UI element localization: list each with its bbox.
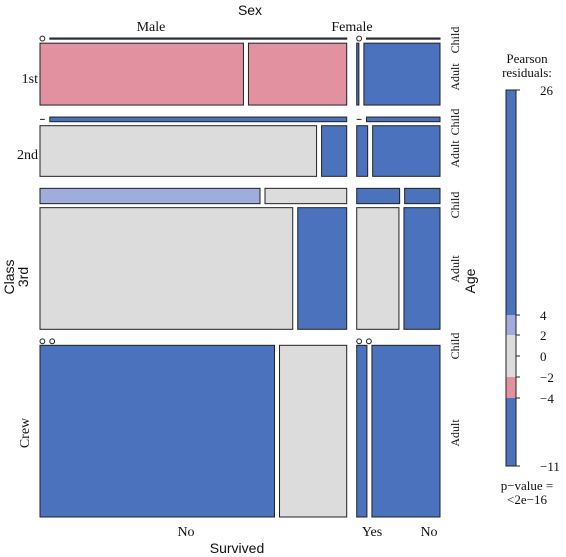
sex-level-female: Female: [331, 20, 372, 35]
cell-crew-male-adult-no: [39, 344, 276, 518]
cell-crew-male-adult-yes: [279, 344, 348, 518]
class-level-3rd: 3rd: [15, 267, 31, 287]
legend-tick-label-1: 4: [540, 308, 547, 323]
cell-1st-male-adult-no: [39, 42, 244, 106]
age-label-crew-adult: Adult: [448, 419, 462, 447]
cell-2nd-female-adult-yes: [372, 125, 441, 177]
cell-1st-male-child-yes: [49, 37, 348, 40]
legend-tick-label-3: 0: [540, 349, 547, 364]
cell-1st-female-adult-no: [356, 42, 360, 106]
legend-tick-label-5: −4: [540, 391, 554, 406]
p-value-line-1: p−value =: [501, 478, 554, 493]
legend-title-line-2: residuals:: [502, 65, 552, 80]
cell-2nd-female-adult-no: [356, 125, 369, 177]
legend-band-4: [506, 398, 516, 466]
cell-1st-female-child-no: [356, 35, 363, 42]
survived-label-no: No: [177, 525, 194, 540]
cell-3rd-female-child-yes: [404, 187, 441, 205]
sex-level-male: Male: [137, 20, 166, 35]
cell-crew-female-adult-yes: [371, 344, 441, 518]
class-axis-label: Class: [1, 259, 17, 294]
legend-band-3: [506, 377, 516, 398]
cell-crew-male-child-no: [39, 338, 46, 345]
p-value-line-2: <2e−16: [507, 492, 547, 507]
legend-tick-label-6: −11: [540, 459, 560, 474]
cell-crew-female-adult-no: [356, 344, 368, 518]
cell-2nd-male-child-yes: [49, 116, 348, 123]
cell-3rd-female-adult-yes: [403, 207, 441, 330]
cell-1st-male-child-no: [39, 35, 46, 42]
class-level-2nd: 2nd: [17, 148, 38, 163]
legend-band-1: [506, 315, 516, 335]
age-label-1st-child: Child: [448, 27, 462, 54]
cell-1st-female-child-yes: [366, 37, 441, 40]
cell-crew-female-child-no: [356, 338, 363, 345]
mosaic-tiles: [39, 35, 441, 518]
cell-2nd-male-adult-yes: [321, 125, 348, 177]
cell-crew-male-child-yes: [49, 338, 56, 345]
legend-band-0: [506, 90, 516, 315]
cell-2nd-male-adult-no: [39, 125, 318, 177]
age-label-3rd-adult: Adult: [448, 255, 462, 283]
age-label-3rd-child: Child: [448, 192, 462, 219]
legend-band-2: [506, 335, 516, 377]
cell-3rd-female-adult-no: [356, 207, 400, 330]
legend-tick-label-4: −2: [540, 370, 554, 385]
cell-3rd-male-adult-no: [39, 207, 294, 330]
cell-2nd-female-child-yes: [366, 116, 441, 123]
residual-legend: 26 4 2 0 −2 −4 −11: [505, 83, 560, 474]
cell-1st-male-adult-yes: [247, 42, 348, 106]
survived-axis-label: Survived: [210, 540, 264, 556]
legend-title-line-1: Pearson: [506, 51, 548, 66]
cell-crew-female-child-yes: [366, 338, 372, 345]
age-label-1st-adult: Adult: [448, 63, 462, 91]
class-level-1st: 1st: [22, 72, 38, 87]
survived-label-no-female: No: [420, 525, 437, 540]
legend-frame: [505, 89, 517, 467]
cell-1st-female-adult-yes: [363, 42, 441, 106]
legend-tick-label-0: 26: [540, 83, 554, 98]
cell-3rd-male-child-yes: [264, 187, 348, 205]
class-level-crew: Crew: [18, 417, 33, 448]
age-label-2nd-adult: Adult: [448, 140, 462, 168]
survived-label-yes: Yes: [362, 525, 382, 540]
cell-3rd-male-child-no: [39, 187, 261, 205]
legend-tick-label-2: 2: [540, 328, 547, 343]
chart-title: Sex: [238, 2, 262, 18]
cell-3rd-female-child-no: [356, 187, 401, 205]
cell-3rd-male-adult-yes: [297, 207, 348, 330]
age-label-2nd-child: Child: [448, 109, 462, 136]
age-axis-label: Age: [462, 268, 478, 293]
age-label-crew-child: Child: [448, 333, 462, 360]
